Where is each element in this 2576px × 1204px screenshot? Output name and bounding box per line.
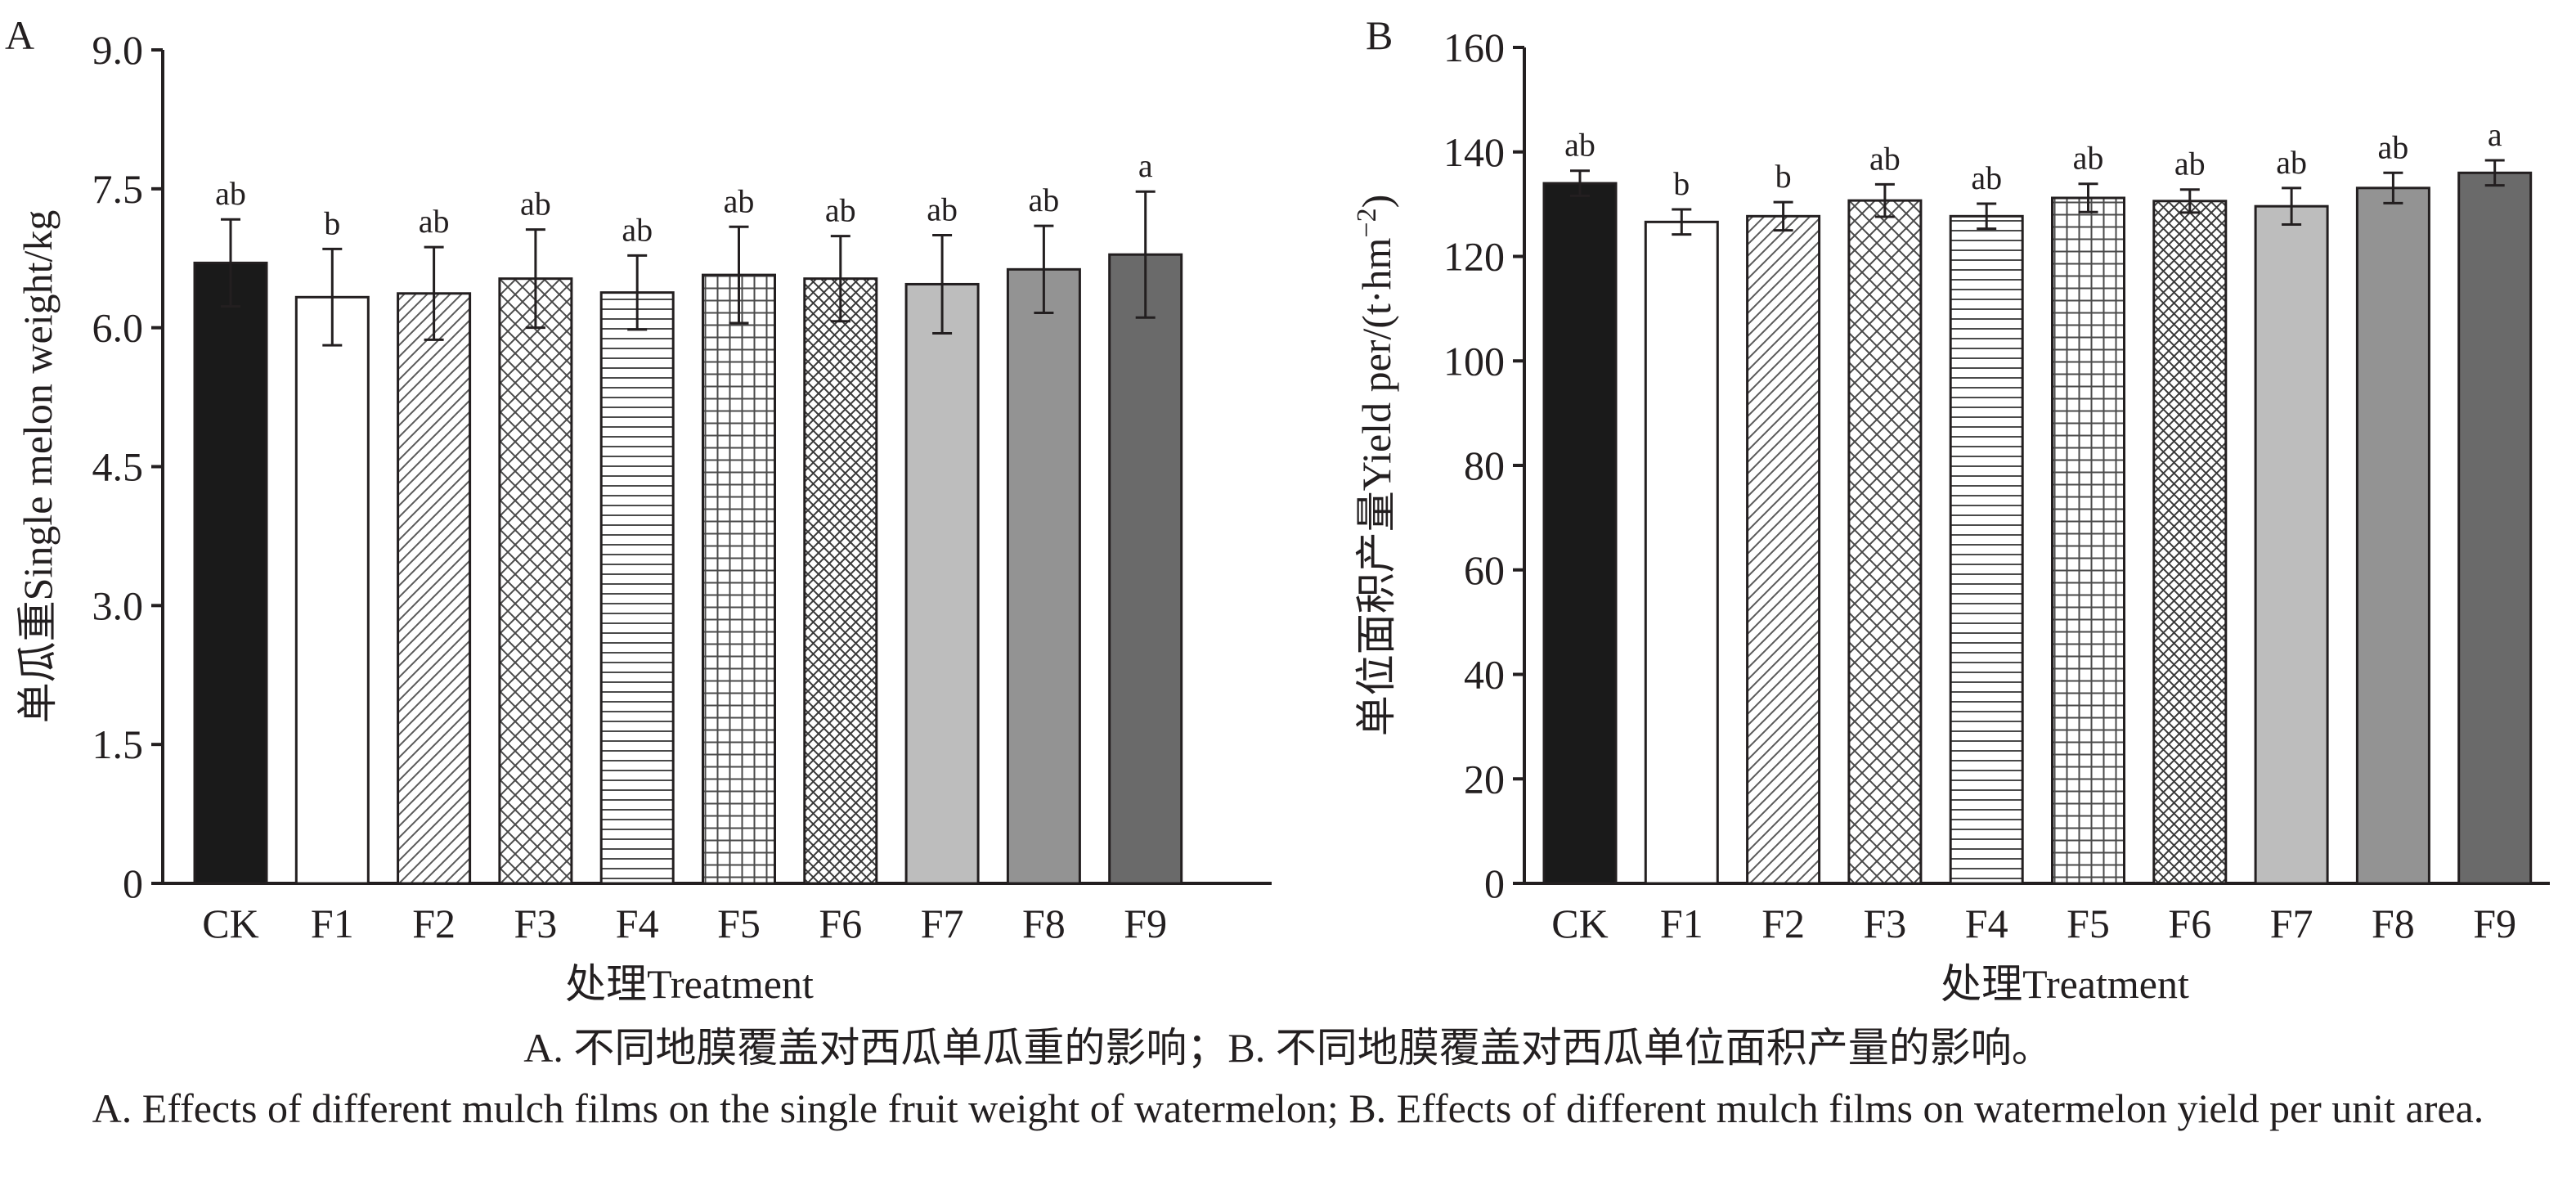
significance-label: ab — [2073, 140, 2104, 177]
x-tick-label: F1 — [1660, 901, 1703, 946]
x-tick-label: CK — [1551, 901, 1608, 946]
x-tick-label: F9 — [1124, 901, 1167, 946]
y-tick-label: 100 — [1443, 338, 1505, 384]
bar-f5 — [702, 273, 776, 885]
x-tick-label: F3 — [514, 901, 557, 946]
x-tick-label: F9 — [2473, 901, 2516, 946]
x-tick-label: F6 — [819, 901, 862, 946]
bar-ck — [193, 261, 268, 885]
bar-ck — [1542, 182, 1618, 885]
significance-label: ab — [1564, 127, 1595, 164]
panel-a-chart: A 0 1.5 3.0 4.5 6.0 7.5 9.0 ab CK b F1 ab F2 ab F3 ab F4 a… — [5, 12, 1272, 1007]
y-tick-label: 60 — [1464, 547, 1505, 593]
significance-label: ab — [215, 175, 246, 212]
bar-f8 — [1006, 267, 1081, 885]
figure-caption-chinese: A. 不同地膜覆盖对西瓜单瓜重的影响；B. 不同地膜覆盖对西瓜单位面积产量的影响… — [523, 1025, 2053, 1071]
bar-f7 — [2254, 204, 2329, 885]
x-axis-title: 处理Treatment — [565, 961, 814, 1007]
bar-f4 — [1949, 214, 2024, 885]
x-tick-label: F8 — [1022, 901, 1066, 946]
bar-f3 — [1847, 199, 1923, 885]
bar-f5 — [2051, 196, 2125, 885]
bar-f6 — [803, 277, 878, 885]
y-tick-label: 4.5 — [92, 444, 144, 490]
y-tick-label: 9.0 — [92, 27, 144, 73]
y-tick-label: 40 — [1464, 652, 1505, 698]
panel-label: A — [5, 12, 34, 58]
significance-label: ab — [2276, 144, 2307, 181]
figure-caption-english: A. Effects of different mulch films on t… — [92, 1085, 2484, 1131]
bar-f1 — [294, 295, 370, 885]
y-tick-label: 120 — [1443, 234, 1505, 280]
y-tick-label: 7.5 — [92, 166, 144, 212]
significance-label: a — [1138, 147, 1153, 184]
significance-label: ab — [1029, 182, 1060, 218]
y-tick-label: 80 — [1464, 443, 1505, 488]
panel-label: B — [1366, 12, 1393, 58]
significance-label: b — [1673, 165, 1690, 202]
bar-f4 — [599, 291, 675, 885]
significance-label: ab — [724, 182, 755, 219]
significance-label: b — [324, 204, 340, 241]
panel-b-chart: B 0 20 40 60 80 100 120 140 160 ab CK b F1 b F2 ab F3 ab F4… — [1352, 12, 2550, 1007]
y-tick-label: 6.0 — [92, 305, 144, 351]
x-tick-label: F6 — [2168, 901, 2211, 946]
x-tick-label: F7 — [921, 901, 964, 946]
x-tick-label: F4 — [616, 901, 659, 946]
x-axis-title: 处理Treatment — [1941, 961, 2189, 1007]
x-tick-label: F8 — [2372, 901, 2415, 946]
x-tick-label: CK — [202, 901, 258, 946]
bar-f1 — [1644, 220, 1719, 885]
significance-label: a — [2488, 116, 2502, 153]
y-tick-label: 20 — [1464, 756, 1505, 802]
bar-f7 — [904, 282, 980, 885]
bar-f2 — [397, 292, 472, 885]
y-axis-title: 单位面积产量Yield per/(t·hm−2) — [1352, 195, 1399, 737]
y-tick-label: 160 — [1443, 25, 1505, 70]
y-tick-label: 0 — [123, 860, 143, 906]
significance-label: ab — [622, 211, 653, 248]
significance-label: ab — [2174, 146, 2206, 182]
x-tick-label: F2 — [412, 901, 456, 946]
x-tick-label: F3 — [1863, 901, 1906, 946]
bar-f8 — [2355, 186, 2430, 885]
significance-label: ab — [927, 191, 958, 227]
bar-f3 — [498, 277, 573, 885]
x-tick-label: F5 — [2067, 901, 2110, 946]
x-tick-label: F4 — [1965, 901, 2008, 946]
y-axis-title: 单瓜重Single melon weight/kg — [15, 210, 61, 724]
significance-label: ab — [520, 186, 551, 222]
y-tick-label: 3.0 — [92, 582, 144, 628]
x-tick-label: F1 — [311, 901, 354, 946]
significance-label: ab — [1971, 159, 2002, 196]
y-tick-label: 1.5 — [92, 721, 144, 767]
significance-label: ab — [825, 192, 856, 229]
bar-f2 — [1746, 214, 1821, 885]
y-tick-label: 0 — [1484, 860, 1505, 906]
x-tick-label: F7 — [2270, 901, 2313, 946]
bar-f9 — [1108, 253, 1183, 885]
significance-label: ab — [1869, 140, 1901, 177]
significance-label: ab — [2378, 128, 2409, 165]
bar-f6 — [2152, 200, 2228, 885]
significance-label: ab — [419, 203, 450, 240]
bar-f9 — [2457, 171, 2533, 885]
x-tick-label: F5 — [717, 901, 761, 946]
significance-label: b — [1775, 158, 1792, 195]
y-tick-label: 140 — [1443, 129, 1505, 175]
x-tick-label: F2 — [1761, 901, 1805, 946]
